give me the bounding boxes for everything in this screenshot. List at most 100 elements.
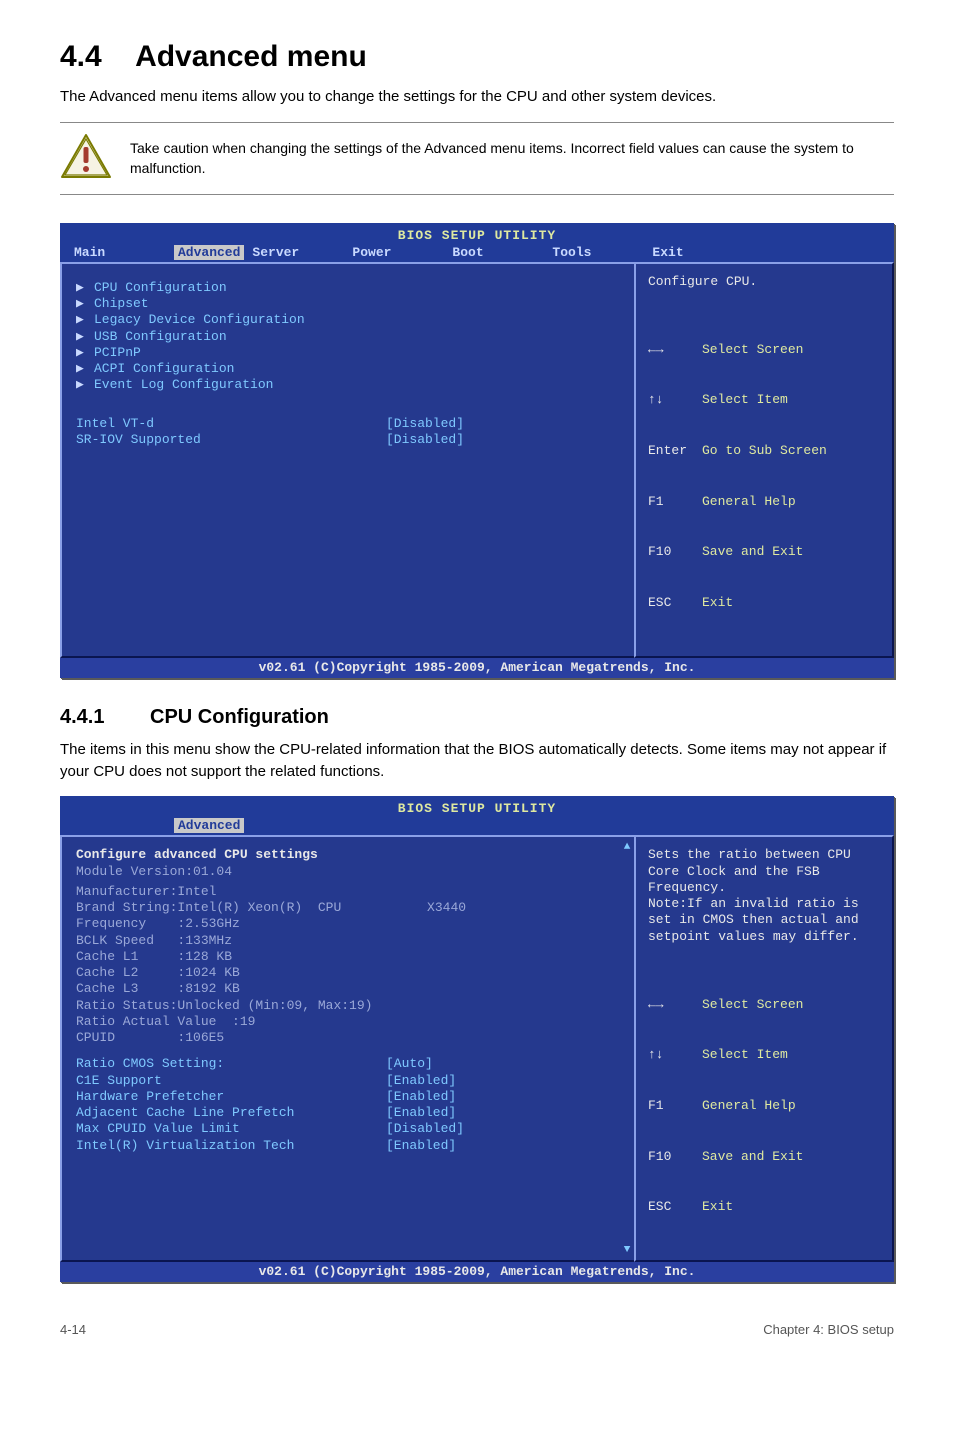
setting-row[interactable]: Hardware Prefetcher[Enabled] — [76, 1089, 606, 1105]
setting-label: SR-IOV Supported — [76, 432, 386, 448]
bios-screenshot-advanced-menu: BIOS SETUP UTILITY Main Advanced Server … — [60, 223, 894, 678]
key-desc: General Help — [702, 1098, 796, 1113]
setting-value: [Disabled] — [386, 432, 464, 448]
cpu-info-line: Ratio Status:Unlocked (Min:09, Max:19) — [76, 998, 606, 1014]
cpu-info-line: BCLK Speed :133MHz — [76, 933, 606, 949]
setting-value: [Disabled] — [386, 1121, 464, 1137]
bios-body: Configure advanced CPU settings Module V… — [60, 835, 894, 1262]
bios-footer: v02.61 (C)Copyright 1985-2009, American … — [60, 1262, 894, 1282]
key-symbol: ESC — [648, 595, 702, 612]
scroll-up-icon: ▲ — [624, 841, 631, 853]
module-version: Module Version:01.04 — [76, 864, 606, 880]
menu-item-label: USB Configuration — [94, 329, 227, 345]
subsection-title: CPU Configuration — [150, 706, 329, 728]
menu-item-label: CPU Configuration — [94, 280, 227, 296]
tab-server[interactable]: Server — [252, 245, 352, 260]
setting-value: [Auto] — [386, 1056, 433, 1072]
cpu-info-line: Manufacturer:Intel — [76, 884, 606, 900]
setting-label: Intel VT-d — [76, 416, 386, 432]
tab-boot[interactable]: Boot — [452, 245, 552, 260]
scroll-down-icon: ▼ — [624, 1244, 631, 1256]
cpu-info-line: Cache L1 :128 KB — [76, 949, 606, 965]
cpu-info-line: Brand String:Intel(R) Xeon(R) CPU X3440 — [76, 900, 606, 916]
menu-item-label: ACPI Configuration — [94, 361, 234, 377]
section-title: Advanced menu — [135, 40, 367, 73]
bios-left-panel: Configure advanced CPU settings Module V… — [60, 835, 620, 1262]
bios-help-panel: Configure CPU. ←→Select Screen ↑↓Select … — [634, 262, 894, 658]
bios-footer: v02.61 (C)Copyright 1985-2009, American … — [60, 658, 894, 678]
menu-item-label: Chipset — [94, 296, 149, 312]
setting-row[interactable]: Ratio CMOS Setting:[Auto] — [76, 1056, 606, 1072]
help-keys: ←→Select Screen ↑↓Select Item EnterGo to… — [648, 308, 880, 646]
setting-label: C1E Support — [76, 1073, 386, 1089]
key-symbol: F10 — [648, 1149, 702, 1166]
key-symbol: ←→ — [648, 997, 702, 1014]
menu-item[interactable]: ▶Legacy Device Configuration — [76, 312, 620, 328]
key-desc: Select Screen — [702, 997, 803, 1012]
key-symbol: ↑↓ — [648, 392, 702, 409]
setting-row[interactable]: SR-IOV Supported[Disabled] — [76, 432, 620, 448]
subsection-paragraph: The items in this menu show the CPU-rela… — [60, 739, 894, 783]
key-symbol: F10 — [648, 544, 702, 561]
key-desc: Exit — [702, 595, 733, 610]
subsection-heading: 4.4.1CPU Configuration — [60, 706, 894, 729]
setting-row[interactable]: C1E Support[Enabled] — [76, 1073, 606, 1089]
key-symbol: F1 — [648, 494, 702, 511]
menu-item[interactable]: ▶PCIPnP — [76, 345, 620, 361]
menu-item[interactable]: ▶ACPI Configuration — [76, 361, 620, 377]
tab-power[interactable]: Power — [352, 245, 452, 260]
setting-value: [Enabled] — [386, 1105, 456, 1121]
tab-advanced[interactable]: Advanced — [174, 245, 244, 260]
section-heading: 4.4 Advanced menu — [60, 40, 894, 74]
cpu-info-line: Cache L3 :8192 KB — [76, 981, 606, 997]
menu-item[interactable]: ▶CPU Configuration — [76, 280, 620, 296]
menu-item[interactable]: ▶Chipset — [76, 296, 620, 312]
key-desc: Save and Exit — [702, 1149, 803, 1164]
setting-label: Ratio CMOS Setting: — [76, 1056, 386, 1072]
key-symbol: Enter — [648, 443, 702, 460]
bios-body: ▶CPU Configuration ▶Chipset ▶Legacy Devi… — [60, 262, 894, 658]
bios-tab-row: Advanced — [60, 818, 894, 835]
menu-item-label: PCIPnP — [94, 345, 141, 361]
caution-text: Take caution when changing the settings … — [130, 138, 894, 179]
tab-exit[interactable]: Exit — [652, 245, 752, 260]
section-number: 4.4 — [60, 40, 102, 73]
cpu-info-line: Cache L2 :1024 KB — [76, 965, 606, 981]
menu-item[interactable]: ▶Event Log Configuration — [76, 377, 620, 393]
key-desc: Save and Exit — [702, 544, 803, 559]
config-header: Configure advanced CPU settings — [76, 847, 606, 863]
tab-advanced[interactable]: Advanced — [174, 818, 244, 833]
subsection-number: 4.4.1 — [60, 706, 150, 729]
caution-icon — [60, 133, 112, 184]
help-text: Configure CPU. — [648, 274, 880, 290]
help-text: Sets the ratio between CPU Core Clock an… — [648, 847, 880, 945]
cpu-info-line: Frequency :2.53GHz — [76, 916, 606, 932]
page-footer: 4-14 Chapter 4: BIOS setup — [60, 1322, 894, 1337]
page-number: 4-14 — [60, 1322, 86, 1337]
scroll-indicator: ▲ ▼ — [620, 835, 634, 1262]
key-desc: Select Screen — [702, 342, 803, 357]
key-desc: Select Item — [702, 1047, 788, 1062]
intro-paragraph: The Advanced menu items allow you to cha… — [60, 86, 894, 108]
setting-row[interactable]: Intel(R) Virtualization Tech[Enabled] — [76, 1138, 606, 1154]
key-desc: General Help — [702, 494, 796, 509]
setting-row[interactable]: Intel VT-d[Disabled] — [76, 416, 620, 432]
key-desc: Select Item — [702, 392, 788, 407]
key-desc: Go to Sub Screen — [702, 443, 827, 458]
setting-label: Max CPUID Value Limit — [76, 1121, 386, 1137]
tab-main[interactable]: Main — [74, 245, 174, 260]
chapter-label: Chapter 4: BIOS setup — [763, 1322, 894, 1337]
caution-box: Take caution when changing the settings … — [60, 122, 894, 195]
bios-screenshot-cpu-config: BIOS SETUP UTILITY Advanced Configure ad… — [60, 796, 894, 1282]
setting-value: [Enabled] — [386, 1073, 456, 1089]
setting-label: Hardware Prefetcher — [76, 1089, 386, 1105]
setting-row[interactable]: Adjacent Cache Line Prefetch[Enabled] — [76, 1105, 606, 1121]
bios-title: BIOS SETUP UTILITY — [60, 800, 894, 818]
key-symbol: ESC — [648, 1199, 702, 1216]
key-desc: Exit — [702, 1199, 733, 1214]
bios-left-panel: ▶CPU Configuration ▶Chipset ▶Legacy Devi… — [60, 262, 634, 658]
tab-tools[interactable]: Tools — [552, 245, 652, 260]
help-keys: ←→Select Screen ↑↓Select Item F1General … — [648, 963, 880, 1250]
setting-row[interactable]: Max CPUID Value Limit[Disabled] — [76, 1121, 606, 1137]
menu-item[interactable]: ▶USB Configuration — [76, 329, 620, 345]
